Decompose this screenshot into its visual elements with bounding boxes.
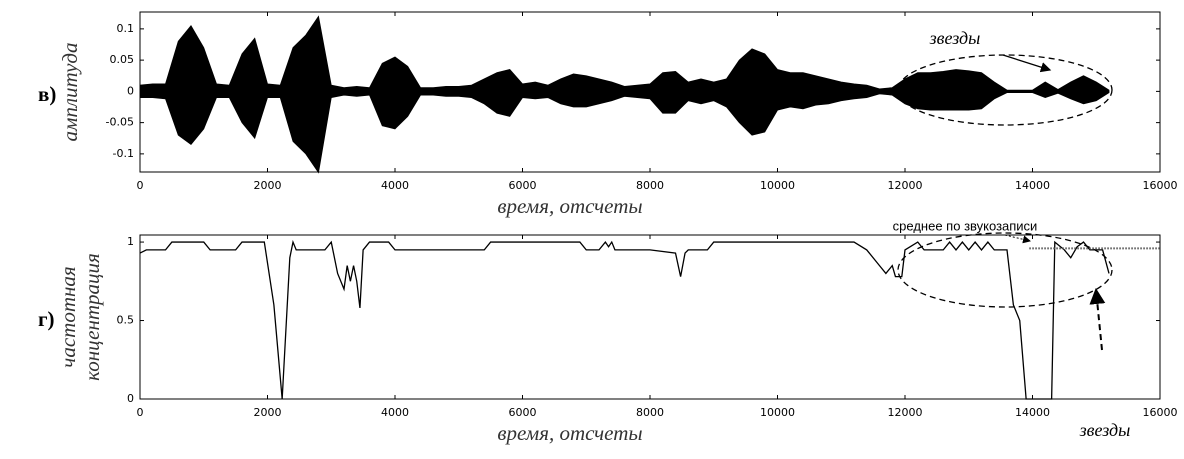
mean-label: среднее по звукозаписи: [893, 218, 1038, 233]
x-tick-label: 12000: [888, 179, 923, 192]
x-tick-label: 6000: [509, 406, 537, 419]
x-tick-label: 16000: [1143, 406, 1178, 419]
x-tick-label: 16000: [1143, 179, 1178, 192]
annotation: звезды: [929, 28, 981, 48]
x-tick-label: 8000: [636, 179, 664, 192]
x-tick-label: 0: [137, 406, 144, 419]
x-tick-label: 14000: [1015, 406, 1050, 419]
x-tick-label: 8000: [636, 406, 664, 419]
x-axis-label: время, отсчеты: [497, 194, 642, 218]
panel-label: в): [38, 82, 56, 106]
y-axis-label: концентрация: [80, 253, 104, 381]
waveform-envelope: [139, 15, 1110, 92]
annotations-layout: [897, 54, 1113, 351]
y-tick-label: 0.1: [117, 22, 135, 35]
x-tick-label: 2000: [254, 406, 282, 419]
y-tick-label: 0: [127, 392, 134, 405]
y-tick-label: 1: [127, 235, 134, 248]
y-tick-label: 0.5: [117, 314, 135, 327]
annotation: звезды: [1079, 420, 1131, 440]
x-axis-label: время, отсчеты: [497, 421, 642, 445]
x-tick-label: 14000: [1015, 179, 1050, 192]
x-tick-label: 4000: [381, 179, 409, 192]
y-tick-label: 0: [127, 84, 134, 97]
waveform-envelope: [139, 90, 1110, 174]
y-tick-label: -0.05: [106, 116, 134, 129]
y-tick-label: -0.1: [113, 147, 134, 160]
panel-label: г): [38, 307, 55, 331]
plot-frame: [139, 234, 1161, 400]
x-tick-label: 0: [137, 179, 144, 192]
y-tick-label: 0.05: [110, 53, 135, 66]
y-axis-label: амплитуда: [58, 42, 82, 141]
x-tick-label: 12000: [888, 406, 923, 419]
x-tick-label: 4000: [381, 406, 409, 419]
y-axis-label: частотная: [56, 266, 80, 367]
concentration-line: [139, 239, 1110, 400]
x-tick-label: 10000: [760, 179, 795, 192]
x-tick-label: 6000: [509, 179, 537, 192]
x-tick-label: 2000: [254, 179, 282, 192]
x-tick-label: 10000: [760, 406, 795, 419]
